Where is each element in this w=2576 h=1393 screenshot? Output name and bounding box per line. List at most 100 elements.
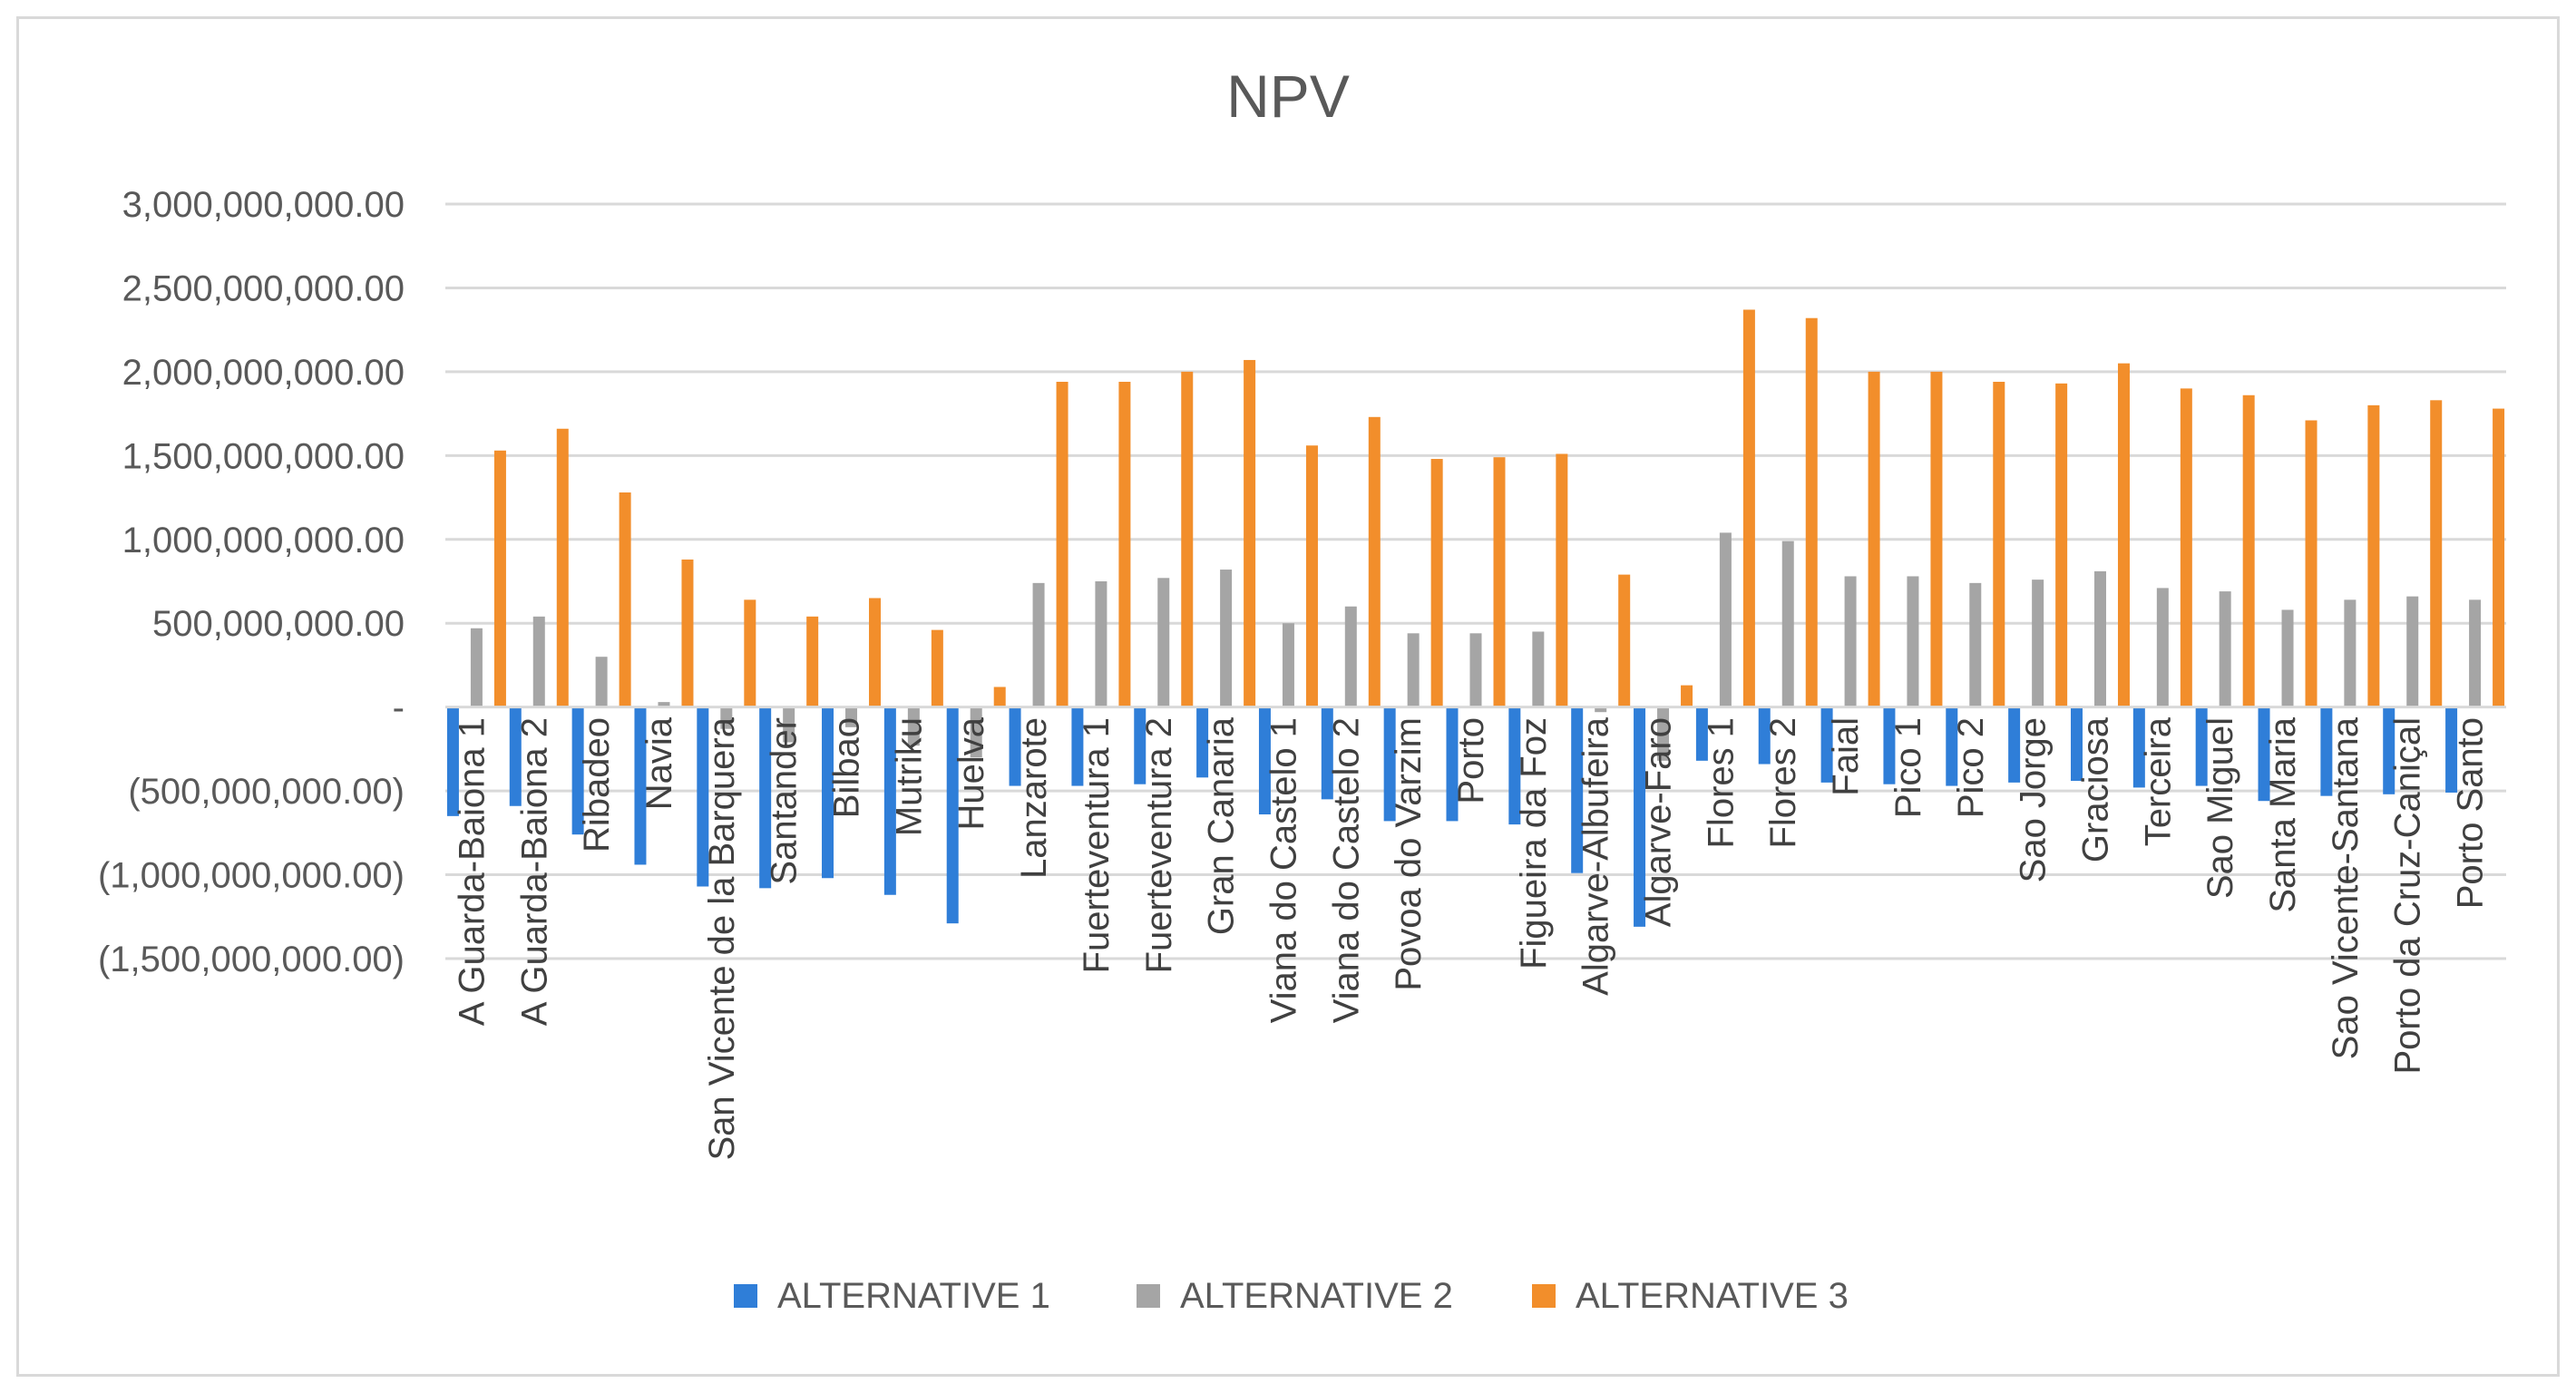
bar-alternative-3-sao-vicente-santana	[2367, 404, 2380, 707]
category-label: Mutriku	[889, 717, 929, 836]
bar-alternative-3-lanzarote	[1056, 381, 1068, 707]
bar-alternative-1-lanzarote	[1009, 706, 1021, 786]
bar-alternative-1-flores-1	[1695, 706, 1708, 761]
bar-alternative-1-sao-vicente-santana	[2320, 706, 2333, 796]
bar-alternative-3-faial	[1868, 371, 1880, 707]
y-tick-label: 500,000,000.00	[152, 604, 405, 644]
bar-alternative-2-faial	[1844, 576, 1857, 707]
y-tick-label: -	[393, 688, 405, 728]
legend-swatch-alternative-3	[1532, 1284, 1556, 1308]
bar-alternative-2-lanzarote	[1032, 582, 1045, 707]
y-tick-label: (500,000,000.00)	[128, 772, 405, 812]
category-label: Viana do Castelo 2	[1326, 717, 1366, 1023]
bar-alternative-2-porto-da-cruz-cani-al	[2406, 596, 2419, 707]
bar-alternative-2-gran-canaria	[1220, 570, 1233, 707]
bar-alternative-1-fuerteventura-1	[1071, 706, 1084, 786]
category-label: Figueira da Foz	[1514, 717, 1554, 969]
category-label: Pico 1	[1888, 717, 1928, 818]
bar-alternative-3-porto-santo	[2493, 408, 2505, 707]
category-label: Bilbao	[827, 717, 867, 818]
legend: ALTERNATIVE 1 ALTERNATIVE 2 ALTERNATIVE 3	[734, 1276, 1849, 1316]
category-label: Lanzarote	[1014, 717, 1054, 879]
bar-alternative-3-a-guarda-baiona-2	[556, 428, 569, 707]
category-label: Pico 2	[1951, 717, 1991, 818]
bar-alternative-2-a-guarda-baiona-2	[532, 616, 545, 707]
chart-frame: NPV 3,000,000,000.00 2,500,000,000.00 2,00…	[16, 16, 2560, 1377]
bar-alternative-2-porto-santo	[2469, 599, 2482, 707]
category-label: Povoa do Varzim	[1389, 717, 1429, 991]
bar-alternative-1-figueira-da-foz	[1508, 706, 1521, 825]
bar-alternative-3-flores-2	[1805, 317, 1818, 707]
bar-alternative-2-flores-1	[1719, 532, 1732, 707]
bar-alternative-3-porto	[1493, 457, 1506, 707]
bar-alternative-1-porto-da-cruz-cani-al	[2383, 706, 2395, 794]
y-tick-label: 1,000,000,000.00	[122, 521, 405, 560]
bar-alternative-1-ribadeo	[571, 706, 584, 835]
bar-alternative-1-sao-jorge	[2008, 706, 2021, 783]
category-label: A Guarda-Baiona 2	[514, 717, 554, 1026]
bar-alternative-2-mutriku	[907, 706, 920, 746]
bar-alternative-2-a-guarda-baiona-1	[470, 628, 483, 707]
category-label: Porto da Cruz-Caniçal	[2388, 717, 2428, 1075]
category-label: Algarve-Faro	[1639, 717, 1679, 927]
bar-alternative-2-bilbao	[845, 706, 858, 727]
bar-alternative-3-sao-jorge	[2055, 383, 2068, 707]
gridlines	[445, 202, 2506, 960]
category-label: Viana do Castelo 1	[1264, 717, 1303, 1023]
bar-alternative-1-bilbao	[822, 706, 834, 879]
bar-alternative-2-algarve-albufeira	[1595, 706, 1607, 713]
bar-alternative-3-san-vicente-de-la-barquera	[744, 599, 756, 707]
bar-alternative-2-santa-maria	[2281, 609, 2294, 707]
bar-alternative-1-porto	[1446, 706, 1459, 822]
bar-alternative-2-huelva	[970, 706, 982, 758]
category-label: Graciosa	[2075, 716, 2115, 862]
legend-label: ALTERNATIVE 1	[777, 1276, 1050, 1316]
bar-alternative-1-a-guarda-baiona-1	[446, 706, 459, 816]
bar-alternative-1-algarve-albufeira	[1571, 706, 1584, 873]
legend-swatch-alternative-1	[734, 1284, 757, 1308]
category-label: Fuerteventura 2	[1139, 717, 1179, 973]
bar-alternative-1-terceira	[2132, 706, 2145, 788]
bar-alternative-1-huelva	[946, 706, 959, 924]
y-tick-label: 1,500,000,000.00	[122, 436, 405, 476]
legend-label: ALTERNATIVE 2	[1180, 1276, 1453, 1316]
category-label: Santander	[765, 717, 805, 885]
bar-alternative-1-viana-do-castelo-1	[1258, 706, 1271, 814]
category-label: Terceira	[2138, 716, 2178, 846]
bar-alternative-1-navia	[634, 706, 647, 865]
y-tick-label: (1,500,000,000.00)	[98, 940, 405, 979]
bar-alternative-2-santander	[783, 706, 795, 743]
bar-alternative-3-fuerteventura-2	[1181, 371, 1194, 707]
y-tick-label: 3,000,000,000.00	[122, 185, 405, 225]
y-axis-tick-labels: 3,000,000,000.00 2,500,000,000.00 2,000,00…	[98, 185, 405, 979]
bar-alternative-2-sao-vicente-santana	[2344, 599, 2356, 707]
category-label: Navia	[639, 716, 679, 810]
bar-alternative-3-pico-1	[1930, 371, 1943, 707]
bar-alternative-2-viana-do-castelo-2	[1344, 606, 1357, 707]
category-label: Porto Santo	[2451, 717, 2491, 909]
chart-title: NPV	[1226, 63, 1350, 130]
y-tick-label: (1,000,000,000.00)	[98, 856, 405, 896]
category-label: Sao Jorge	[2014, 717, 2054, 882]
bar-alternative-3-figueira-da-foz	[1556, 453, 1568, 707]
legend-label: ALTERNATIVE 3	[1576, 1276, 1849, 1316]
bar-alternative-2-algarve-faro	[1657, 706, 1670, 761]
bar-alternative-1-flores-2	[1758, 706, 1771, 765]
bar-alternative-3-santander	[806, 616, 819, 707]
bar-alternative-1-faial	[1820, 706, 1833, 783]
category-label: Sao Vicente-Santana	[2326, 716, 2366, 1059]
bar-alternative-3-ribadeo	[619, 492, 631, 707]
category-label: Algarve-Albufeira	[1576, 716, 1616, 996]
bar-alternative-3-viana-do-castelo-1	[1305, 445, 1318, 707]
bar-alternative-2-terceira	[2156, 588, 2169, 707]
bar-alternative-2-fuerteventura-1	[1095, 581, 1107, 707]
bar-alternative-3-graciosa	[2117, 363, 2130, 707]
category-label: Ribadeo	[577, 717, 617, 852]
bar-alternative-3-viana-do-castelo-2	[1368, 416, 1381, 707]
bar-alternative-2-pico-2	[1969, 582, 1982, 707]
bar-alternative-1-sao-miguel	[2195, 706, 2208, 786]
bar-alternative-3-terceira	[2180, 388, 2192, 707]
bar-alternative-2-sao-jorge	[2032, 580, 2044, 707]
y-tick-label: 2,000,000,000.00	[122, 353, 405, 393]
bar-alternative-3-povoa-do-varzim	[1430, 459, 1443, 707]
